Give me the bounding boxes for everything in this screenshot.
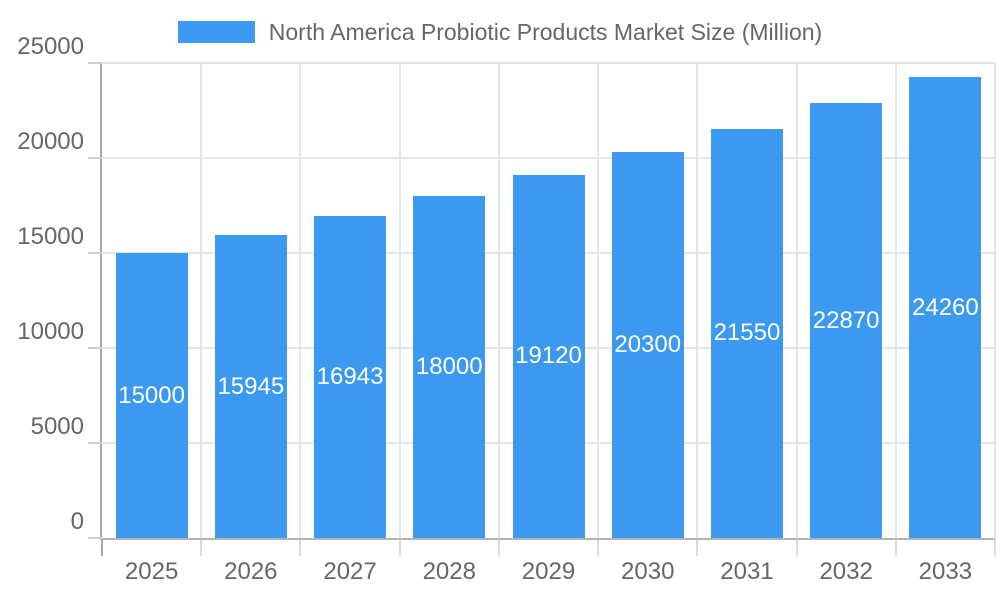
x-gridline [299,63,302,538]
x-gridline [497,63,500,538]
bar-2027[interactable]: 16943 [314,216,387,538]
x-tick-label: 2028 [422,558,476,585]
x-axis-tick [894,540,897,556]
x-tick-label: 2031 [720,558,774,585]
bar-value-label: 16943 [316,363,384,391]
y-gridline [102,157,995,159]
x-axis-tick [795,540,798,556]
x-tick-label: 2027 [323,558,377,585]
legend-label: North America Probiotic Products Market … [268,18,823,45]
y-tick-label: 10000 [17,318,84,345]
bar-2029[interactable]: 19120 [512,174,585,538]
x-gridline [894,63,897,538]
bar-value-label: 21550 [713,319,781,347]
x-gridline [398,63,401,538]
bar-2025[interactable]: 15000 [115,253,188,538]
plot-area: 0 5000 10000 15000 20000 25000 15000 2025 15945 2… [17,33,996,585]
x-axis-tick [497,540,500,556]
bar-2031[interactable]: 21550 [710,128,783,538]
x-axis-tick [299,540,302,556]
y-axis-tick [88,62,102,64]
x-tick-label: 2030 [621,558,675,585]
x-axis-tick [994,540,996,556]
y-tick-label: 20000 [17,128,84,155]
y-tick-label: 0 [70,508,84,535]
x-gridline [200,63,203,538]
chart-legend[interactable]: North America Probiotic Products Market … [0,15,1000,49]
x-gridline [994,63,996,538]
y-axis-tick [88,442,102,444]
bar-2030[interactable]: 20300 [611,152,684,538]
y-tick-label: 5000 [30,413,84,440]
x-tick-label: 2026 [224,558,278,585]
x-gridline [696,63,699,538]
y-tick-label: 15000 [17,223,84,250]
x-gridline [597,63,600,538]
x-axis-tick [398,540,401,556]
legend-swatch [177,21,255,43]
bar-2026[interactable]: 15945 [214,235,287,538]
y-axis-tick [88,347,102,349]
x-axis-tick [101,540,103,556]
bar-value-label: 22870 [812,306,880,334]
x-axis-tick [696,540,699,556]
y-axis-tick [88,252,102,254]
y-axis-tick [88,157,102,159]
bar-2028[interactable]: 18000 [413,196,486,538]
bar-2033[interactable]: 24260 [909,77,982,538]
bar-value-label: 15000 [118,381,185,409]
bar-value-label: 15945 [217,372,285,400]
y-tick-label: 25000 [17,33,84,60]
y-axis-tick [88,537,102,539]
x-tick-label: 2029 [521,558,576,585]
x-axis-tick [200,540,203,556]
bar-value-label: 18000 [415,353,483,380]
y-gridline [102,62,995,64]
bar-value-label: 24260 [912,293,979,321]
x-gridline [795,63,798,538]
x-tick-label: 2032 [819,558,873,585]
x-axis-tick [597,540,600,556]
x-tick-label: 2025 [124,558,179,585]
x-tick-label: 2033 [918,558,973,585]
bar-value-label: 19120 [515,342,582,370]
bar-value-label: 20300 [614,331,682,359]
bar-2032[interactable]: 22870 [810,103,883,538]
